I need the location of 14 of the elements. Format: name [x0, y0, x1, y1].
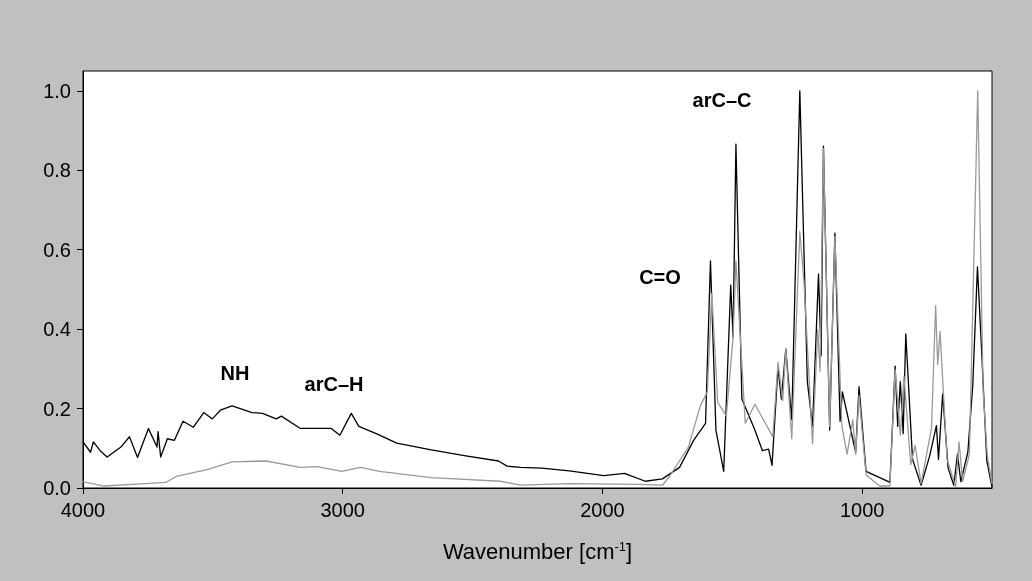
x-tick-label: 2000 — [580, 499, 625, 521]
annotation: NH — [220, 362, 250, 384]
x-tick-label: 4000 — [60, 499, 106, 521]
annotation: C=O — [639, 266, 681, 288]
annotation: arC–H — [304, 373, 364, 395]
x-tick-label: 3000 — [320, 499, 365, 521]
x-tick-label: 1000 — [839, 499, 885, 521]
y-tick-label: 1.0 — [43, 79, 71, 102]
annotation: arC–C — [692, 89, 752, 111]
y-tick-label: 0.8 — [43, 159, 71, 182]
y-tick-label: 0.4 — [43, 318, 71, 341]
y-tick-label: 0.2 — [43, 397, 71, 420]
y-tick-label: 0.6 — [43, 238, 71, 261]
y-tick-label: 0.0 — [43, 477, 71, 499]
